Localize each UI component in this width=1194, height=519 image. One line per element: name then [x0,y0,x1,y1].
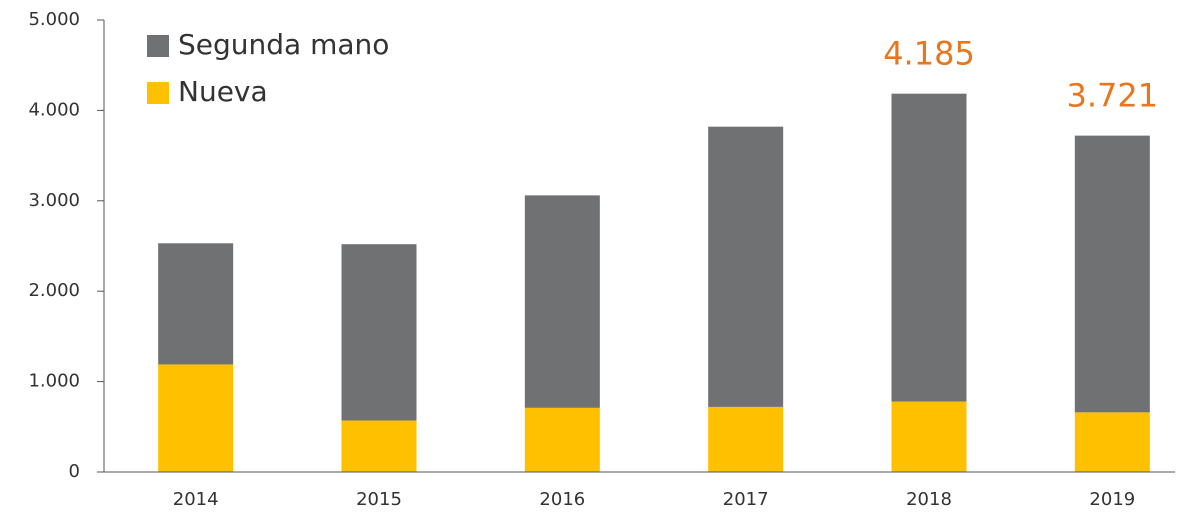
y-tick-label: 2.000 [28,280,80,301]
legend-label: Nueva [178,75,268,108]
bar-segment [708,406,784,472]
bar-segment [708,126,784,407]
y-tick-label: 3.000 [28,190,80,211]
x-tick-label: 2016 [539,489,585,510]
x-tick-label: 2014 [173,489,219,510]
x-tick-label: 2015 [356,489,402,510]
legend-label: Segunda mano [178,28,389,61]
total-label: 3.721 [1067,77,1159,115]
legend-swatch [147,82,169,104]
y-tick-label: 0 [69,461,80,482]
bar-segment [524,407,600,472]
y-tick-label: 5.000 [28,9,80,30]
x-tick-label: 2019 [1089,489,1135,510]
y-tick-label: 1.000 [28,371,80,392]
bar-segment [341,420,417,472]
bar-segment [158,364,234,472]
x-tick-label: 2018 [906,489,952,510]
y-tick-label: 4.000 [28,99,80,120]
total-label: 4.185 [883,35,975,73]
x-tick-label: 2017 [723,489,769,510]
bar-segment [891,401,967,472]
bar-segment [158,243,234,365]
bar-segment [341,244,417,421]
bar-segment [524,195,600,408]
bar-segment [891,93,967,402]
legend-swatch [147,35,169,57]
bar-segment [1074,412,1150,472]
bar-segment [1074,135,1150,413]
